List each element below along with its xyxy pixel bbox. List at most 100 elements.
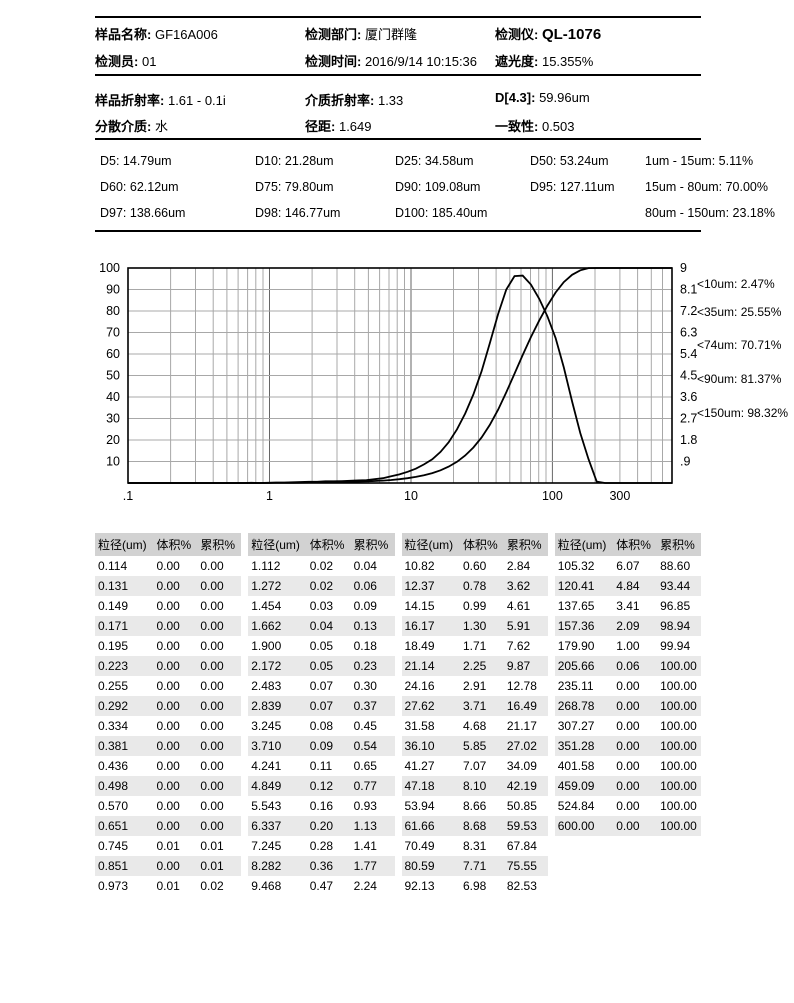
chart-annotation: <35um: 25.55% bbox=[697, 305, 782, 319]
table-cell: 0.00 bbox=[197, 656, 242, 676]
table-cell: 100.00 bbox=[657, 696, 701, 716]
table-cell: 0.745 bbox=[98, 839, 129, 853]
table-cell: 5.543 bbox=[251, 799, 282, 813]
table-cell: 2.483 bbox=[251, 679, 282, 693]
table-cell: 21.14 bbox=[401, 656, 460, 676]
table-row: 12.37 0.78 3.62 bbox=[401, 576, 548, 596]
table-cell: 0.28 bbox=[309, 839, 334, 853]
table-cell: 1.30 bbox=[460, 616, 504, 636]
table-cell: 98.94 bbox=[657, 616, 701, 636]
table-cell: 93.44 bbox=[657, 576, 701, 596]
table-cell: 9.87 bbox=[503, 656, 548, 676]
field-label: D[4.3]: bbox=[495, 90, 536, 105]
table-cell: 24.16 bbox=[404, 679, 435, 693]
table-cell: 36.10 bbox=[401, 736, 460, 756]
table-cell: 1.662 bbox=[248, 616, 307, 636]
table-row: 80.59 7.71 75.55 bbox=[401, 856, 548, 876]
field-value: 水 bbox=[154, 119, 168, 134]
divider bbox=[95, 74, 701, 76]
table-cell: 0.00 bbox=[200, 719, 224, 733]
table-cell: 0.23 bbox=[350, 656, 395, 676]
table-cell: 1.00 bbox=[616, 639, 640, 653]
table-cell: 0.436 bbox=[98, 759, 129, 773]
field-value: 15.355% bbox=[541, 54, 594, 69]
table-cell: 0.20 bbox=[306, 816, 351, 836]
table-cell: 0.02 bbox=[306, 576, 351, 596]
table-cell: 0.195 bbox=[98, 639, 129, 653]
table-cell: 0.00 bbox=[153, 696, 198, 716]
table-cell: 2.172 bbox=[248, 656, 307, 676]
table-cell: 53.94 bbox=[404, 799, 435, 813]
table-cell: 99.94 bbox=[660, 639, 691, 653]
table-cell: 7.07 bbox=[463, 759, 487, 773]
table-cell: 0.498 bbox=[95, 776, 154, 796]
y-left-tick-label: 100 bbox=[99, 261, 120, 275]
table-cell: 50.85 bbox=[506, 799, 537, 813]
percentile-cell: D95: 127.11um bbox=[530, 180, 615, 194]
percentile-cell: D75: 79.80um bbox=[255, 180, 334, 194]
table-cell: 0.00 bbox=[200, 599, 224, 613]
x-tick-label: 100 bbox=[542, 489, 563, 503]
table-cell: 0.93 bbox=[353, 799, 377, 813]
table-row: 0.223 0.00 0.00 bbox=[95, 656, 242, 676]
table-cell: 4.68 bbox=[463, 719, 487, 733]
table-cell: 1.71 bbox=[463, 639, 487, 653]
chart-annotation: <74um: 70.71% bbox=[697, 338, 782, 352]
y-left-tick-label: 70 bbox=[106, 326, 120, 340]
table-cell: 0.00 bbox=[613, 816, 658, 836]
table-cell: 0.223 bbox=[95, 656, 154, 676]
table-cell: 96.85 bbox=[660, 599, 691, 613]
table-cell: 9.468 bbox=[251, 879, 282, 893]
table-row: 137.65 3.41 96.85 bbox=[555, 596, 701, 616]
table-cell: 0.00 bbox=[616, 759, 640, 773]
field-uniformity: 一致性: 0.503 bbox=[495, 116, 740, 135]
table-cell: 7.62 bbox=[506, 639, 531, 653]
field-test-time: 检测时间: 2016/9/14 10:15:36 bbox=[305, 51, 495, 70]
psd-table: 粒径(um) 体积% 累积% 10.82 0.60 2.84 12.37 0.78 3.62 14… bbox=[401, 533, 548, 896]
table-cell: 0.05 bbox=[309, 639, 334, 653]
table-row: 41.27 7.07 34.09 bbox=[402, 756, 548, 776]
x-tick-label: 1 bbox=[266, 489, 273, 503]
table-cell: 3.71 bbox=[460, 696, 504, 716]
table-cell: 0.114 bbox=[98, 559, 128, 573]
plot-frame bbox=[127, 267, 673, 484]
percentile-cell: D60: 62.12um bbox=[100, 180, 179, 194]
field-sample-refractive-index: 样品折射率: 1.61 - 0.1i bbox=[95, 90, 305, 109]
table-cell: 2.84 bbox=[506, 559, 531, 573]
percentile-cell: D50: 53.24um bbox=[530, 154, 609, 168]
y-left-tick-label: 40 bbox=[106, 390, 120, 404]
table-cell: 82.53 bbox=[506, 879, 537, 893]
table-cell: 0.570 bbox=[98, 799, 129, 813]
table-cell: 0.07 bbox=[306, 696, 351, 716]
table-cell: 6.98 bbox=[463, 879, 487, 893]
table-row: 10.82 0.60 2.84 bbox=[402, 556, 548, 576]
table-cell: 0.00 bbox=[613, 736, 658, 756]
table-row: 5.543 0.16 0.93 bbox=[248, 796, 394, 816]
table-cell: 2.839 bbox=[248, 696, 307, 716]
table-cell: 0.00 bbox=[153, 816, 198, 836]
table-cell: 41.27 bbox=[404, 759, 435, 773]
table-cell: 0.47 bbox=[309, 879, 334, 893]
table-cell: 7.245 bbox=[251, 839, 282, 853]
table-row: 1.454 0.03 0.09 bbox=[248, 596, 394, 616]
field-label: 介质折射率: bbox=[305, 93, 375, 108]
table-cell: 0.00 bbox=[197, 816, 242, 836]
table-cell: 4.84 bbox=[613, 576, 658, 596]
table-row: 2.839 0.07 0.37 bbox=[248, 696, 395, 716]
psd-col-header: 累积% bbox=[350, 533, 395, 556]
x-tick-label: .1 bbox=[123, 489, 133, 503]
table-cell: 100.00 bbox=[657, 736, 701, 756]
field-operator: 检测员: 01 bbox=[95, 51, 305, 70]
table-cell: 0.18 bbox=[353, 639, 377, 653]
table-cell: 8.31 bbox=[463, 839, 487, 853]
percentile-cell: D97: 138.66um bbox=[100, 206, 186, 220]
percentile-cell: 15um - 80um: 70.00% bbox=[645, 180, 768, 194]
table-row: 16.17 1.30 5.91 bbox=[401, 616, 548, 636]
percentile-cell: 80um - 150um: 23.18% bbox=[645, 206, 775, 220]
psd-col-header: 体积% bbox=[613, 533, 658, 556]
table-cell: 0.08 bbox=[309, 719, 334, 733]
table-cell: 10.82 bbox=[404, 559, 435, 573]
table-row: 2.172 0.05 0.23 bbox=[248, 656, 395, 676]
table-row: 0.973 0.01 0.02 bbox=[95, 876, 241, 896]
table-cell: 179.90 bbox=[557, 639, 595, 653]
